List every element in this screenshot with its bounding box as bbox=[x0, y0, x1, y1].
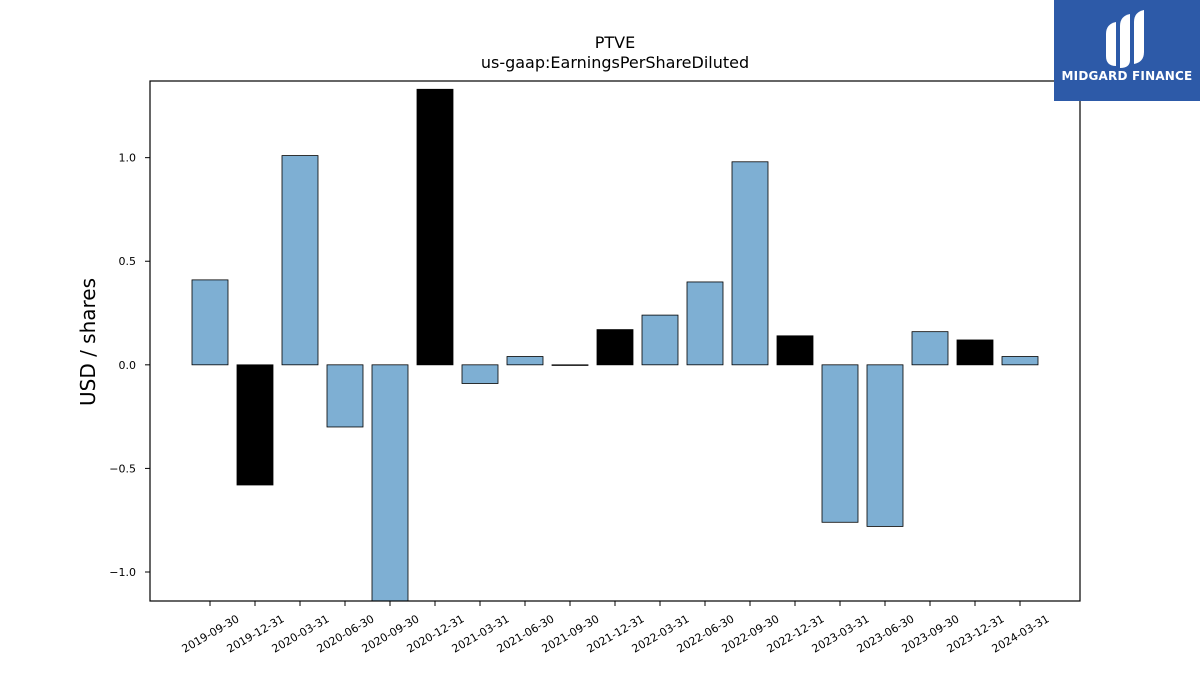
logo-text: MIDGARD FINANCE bbox=[1061, 69, 1193, 83]
y-axis-label: USD / shares bbox=[76, 278, 100, 406]
bar-2020-06-30 bbox=[326, 364, 364, 428]
plot-frame bbox=[149, 80, 1081, 602]
bar-2024-03-31 bbox=[1001, 356, 1039, 366]
chart-title: PTVE bbox=[595, 33, 635, 52]
bar-2023-09-30 bbox=[911, 331, 949, 366]
bar-2022-03-31 bbox=[641, 314, 679, 366]
bar-2021-12-31 bbox=[596, 329, 634, 366]
bar-2021-06-30 bbox=[506, 356, 544, 366]
bar-2022-06-30 bbox=[686, 281, 724, 366]
bar-2019-12-31 bbox=[236, 364, 274, 486]
y-tick-label: −1.0 bbox=[109, 566, 136, 579]
bar-2023-12-31 bbox=[956, 339, 994, 366]
bar-2020-03-31 bbox=[281, 155, 319, 366]
x-ticks-group: 2019-09-302019-12-312020-03-312020-06-30… bbox=[180, 601, 1052, 656]
bar-2022-12-31 bbox=[776, 335, 814, 366]
bars-group bbox=[191, 88, 1039, 602]
bar-2020-12-31 bbox=[416, 88, 454, 366]
y-ticks-group: −1.0 −0.5 0.0 0.5 1.0 bbox=[109, 152, 150, 579]
bar-2020-09-30 bbox=[371, 364, 409, 602]
midgard-logo-icon bbox=[1106, 10, 1144, 68]
chart-subtitle: us-gaap:EarningsPerShareDiluted bbox=[481, 53, 749, 72]
bar-2019-09-30 bbox=[191, 279, 229, 366]
bar-2023-06-30 bbox=[866, 364, 904, 527]
bar-2023-03-31 bbox=[821, 364, 859, 523]
y-tick-label: 0.0 bbox=[119, 359, 137, 372]
y-tick-label: 1.0 bbox=[119, 152, 137, 165]
bar-2021-03-31 bbox=[461, 364, 499, 384]
bar-2021-09-30 bbox=[551, 364, 589, 366]
y-tick-label: −0.5 bbox=[109, 462, 136, 475]
midgard-finance-logo: MIDGARD FINANCE bbox=[1054, 0, 1200, 101]
y-tick-label: 0.5 bbox=[119, 255, 137, 268]
bar-2022-09-30 bbox=[731, 161, 769, 366]
